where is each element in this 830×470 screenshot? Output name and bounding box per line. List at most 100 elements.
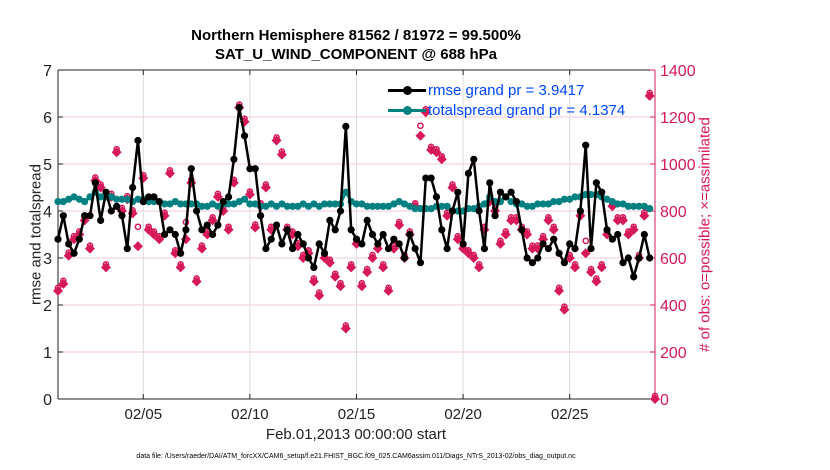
rmse-point (491, 212, 499, 220)
rmse-point (432, 193, 441, 201)
obs-assimilated-marker (298, 253, 309, 263)
obs-assimilated-marker (164, 168, 175, 179)
totalspread-point (176, 200, 185, 208)
rmse-point (395, 240, 403, 248)
y-tick-label-left: 2 (43, 298, 52, 315)
rmse-point (310, 263, 318, 271)
rmse-point (235, 104, 243, 112)
obs-assimilated-marker (650, 394, 660, 404)
rmse-point (411, 245, 419, 253)
obs-assimilated-marker (586, 267, 597, 278)
obs-assimilated-marker (175, 262, 186, 273)
legend-label-rmse: rmse grand pr = 3.9417 (428, 81, 585, 99)
obs-assimilated-marker (314, 290, 325, 301)
rmse-point (544, 245, 552, 253)
totalspread-point (118, 195, 126, 203)
x-tick-label: 02/05 (125, 406, 163, 423)
x-tick-label: 02/15 (338, 406, 376, 423)
y-tick-label-left: 0 (43, 392, 52, 409)
rmse-point (614, 230, 622, 239)
rmse-point (464, 169, 473, 177)
obs-assimilated-marker (468, 253, 479, 263)
obs-possible-marker (134, 223, 142, 231)
totalspread-point (240, 195, 249, 203)
chart-title: Northern Hemisphere 81562 / 81972 = 99.5… (191, 27, 521, 44)
x-tick-label: 02/10 (231, 406, 269, 423)
y-tick-label-left: 6 (43, 110, 52, 127)
rmse-point (294, 230, 302, 239)
rmse-point (246, 165, 254, 173)
rmse-point (219, 198, 227, 206)
rmse-point (630, 273, 638, 281)
obs-assimilated-marker (260, 182, 271, 193)
rmse-point (560, 259, 568, 267)
obs-assimilated-marker (58, 278, 69, 289)
obs-possible-marker (582, 237, 590, 245)
totalspread-point (326, 200, 334, 208)
obs-assimilated-marker (378, 262, 389, 273)
totalspread-point (54, 198, 62, 206)
totalspread-point (624, 202, 632, 210)
rmse-point (598, 188, 606, 196)
totalspread-point (331, 200, 339, 208)
rmse-point (374, 240, 382, 248)
rmse-point (384, 245, 393, 253)
rmse-point (587, 245, 595, 253)
rmse-point (129, 183, 137, 192)
rmse-point (507, 188, 515, 196)
rmse-point (187, 165, 195, 173)
y-tick-label-right: 800 (660, 204, 687, 221)
obs-assimilated-marker (143, 224, 154, 235)
totalspread-point (379, 202, 387, 210)
obs-assimilated-marker (356, 281, 367, 292)
totalspread-point (283, 202, 291, 210)
obs-assimilated-marker (612, 215, 623, 226)
y-tick-label-left: 1 (43, 345, 52, 362)
rmse-point (97, 216, 105, 224)
rmse-point (486, 179, 494, 187)
rmse-point (448, 207, 457, 215)
rmse-point (454, 188, 462, 196)
rmse-point (304, 254, 313, 262)
rmse-point (262, 245, 270, 253)
rmse-point (640, 230, 648, 239)
rmse-point (555, 249, 563, 257)
totalspread-point (534, 200, 542, 208)
rmse-point (176, 249, 185, 257)
totalspread-point (113, 195, 121, 203)
obs-assimilated-marker (170, 248, 181, 259)
obs-assimilated-marker (431, 147, 442, 158)
x-tick-label: 02/20 (444, 406, 482, 423)
rmse-point (550, 235, 558, 243)
totalspread-point (614, 200, 622, 208)
obs-assimilated-marker (628, 224, 639, 235)
rmse-point (155, 198, 163, 206)
obs-assimilated-marker (196, 243, 207, 254)
legend-swatch-rmse (388, 85, 426, 95)
rmse-point (427, 174, 435, 182)
rmse-point (352, 235, 361, 243)
rmse-point (230, 155, 238, 163)
obs-assimilated-marker (191, 276, 202, 287)
totalspread-point (438, 202, 446, 210)
rmse-point (278, 240, 286, 248)
rmse-point (480, 245, 489, 253)
rmse-point (256, 212, 265, 220)
legend-item-rmse: rmse grand pr = 3.9417 (388, 80, 625, 100)
rmse-point (438, 226, 446, 234)
rmse-point (539, 240, 547, 248)
rmse-point (358, 240, 366, 248)
rmse-point (315, 240, 323, 248)
obs-assimilated-marker (500, 229, 511, 240)
rmse-point (368, 230, 377, 239)
rmse-point (534, 254, 542, 262)
rmse-point (475, 207, 483, 215)
rmse-point (336, 207, 345, 215)
totalspread-point (560, 195, 568, 203)
obs-possible-marker (417, 122, 424, 130)
obs-assimilated-marker (132, 241, 143, 252)
rmse-point (107, 207, 115, 215)
obs-assimilated-marker (596, 262, 607, 273)
x-tick-label: 02/25 (551, 406, 589, 423)
totalspread-point (523, 202, 531, 210)
